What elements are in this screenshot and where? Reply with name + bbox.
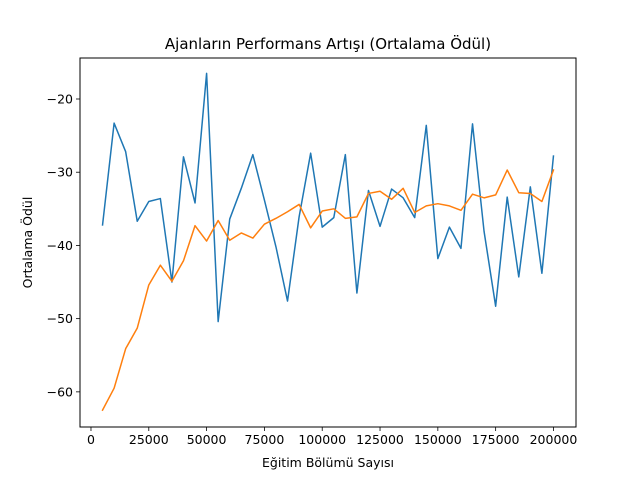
y-tick-label: −40 xyxy=(47,238,73,253)
series-line-2 xyxy=(101,169,555,412)
x-tick-label: 50000 xyxy=(187,432,227,447)
x-tick-label: 150000 xyxy=(414,432,462,447)
series-layer xyxy=(101,72,555,412)
x-tick-label: 100000 xyxy=(298,432,346,447)
axes-frame xyxy=(79,57,577,428)
y-tick-label: −60 xyxy=(47,384,73,399)
x-tick-label: 25000 xyxy=(129,432,169,447)
plot-area xyxy=(79,57,577,428)
series-line-1 xyxy=(101,72,555,323)
x-tick-label: 200000 xyxy=(530,432,578,447)
x-tick-label: 175000 xyxy=(472,432,520,447)
y-axis: −60 −50 −40 −30 −20 xyxy=(47,92,80,399)
y-tick-label: −20 xyxy=(47,92,73,107)
x-tick-label: 125000 xyxy=(356,432,404,447)
y-tick-label: −30 xyxy=(47,165,73,180)
y-axis-label: Ortalama Ödül xyxy=(19,197,35,289)
y-tick-label: −50 xyxy=(47,311,73,326)
chart-title: Ajanların Performans Artışı (Ortalama Öd… xyxy=(165,34,491,53)
x-tick-label: 0 xyxy=(87,432,95,447)
x-tick-label: 75000 xyxy=(245,432,285,447)
x-axis-label: Eğitim Bölümü Sayısı xyxy=(262,455,394,470)
x-axis: 0 25000 50000 75000 100000 125000 150000 175000… xyxy=(87,427,577,447)
